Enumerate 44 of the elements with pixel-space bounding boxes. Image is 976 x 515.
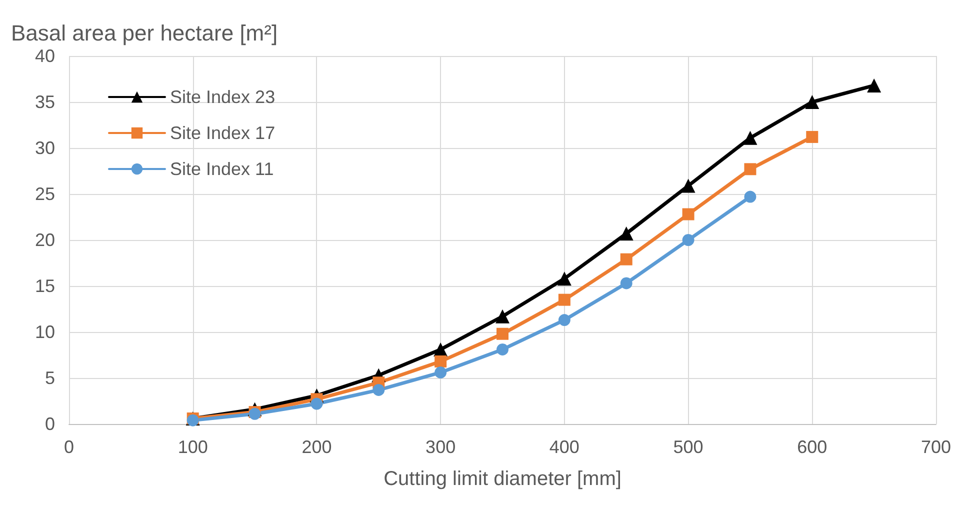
point <box>434 355 447 368</box>
point <box>744 163 756 176</box>
legend-label: Site Index 23 <box>170 87 276 107</box>
point <box>620 277 632 290</box>
y-axis-title: Basal area per hectare [m²] <box>11 20 278 46</box>
legend-label: Site Index 17 <box>170 123 276 143</box>
point <box>682 234 694 246</box>
x-tick-label: 0 <box>64 437 74 457</box>
point <box>557 272 572 286</box>
point <box>434 366 447 378</box>
x-axis-title: Cutting limit diameter [mm] <box>384 468 622 490</box>
x-tick-label: 500 <box>673 437 704 457</box>
y-tick-label: 15 <box>34 276 55 296</box>
point <box>310 398 323 410</box>
legend-label: Site Index 11 <box>170 159 274 179</box>
y-tick-label: 20 <box>34 230 55 250</box>
x-tick-label: 400 <box>549 437 580 457</box>
point <box>496 328 508 340</box>
point <box>743 130 758 145</box>
x-tick-label: 200 <box>302 437 332 457</box>
x-tick-label: 600 <box>797 437 828 457</box>
point <box>805 95 820 109</box>
x-tick-label: 300 <box>426 437 456 457</box>
point <box>619 226 634 241</box>
x-tick-label: 700 <box>920 437 952 457</box>
point <box>867 78 882 92</box>
point <box>682 208 694 220</box>
x-tick-label: 100 <box>178 437 208 457</box>
point <box>558 294 570 306</box>
y-tick-label: 30 <box>34 138 55 158</box>
point <box>372 384 385 396</box>
y-tick-label: 40 <box>34 46 55 66</box>
y-tick-label: 0 <box>44 414 55 434</box>
point <box>806 130 818 143</box>
point <box>496 309 510 324</box>
y-tick-label: 35 <box>34 92 55 112</box>
point <box>558 314 570 326</box>
point <box>620 253 632 266</box>
point <box>681 178 696 193</box>
y-tick-label: 10 <box>34 322 55 342</box>
point <box>496 343 508 356</box>
y-tick-label: 5 <box>44 368 55 388</box>
y-tick-label: 25 <box>34 184 55 204</box>
point <box>744 190 756 203</box>
